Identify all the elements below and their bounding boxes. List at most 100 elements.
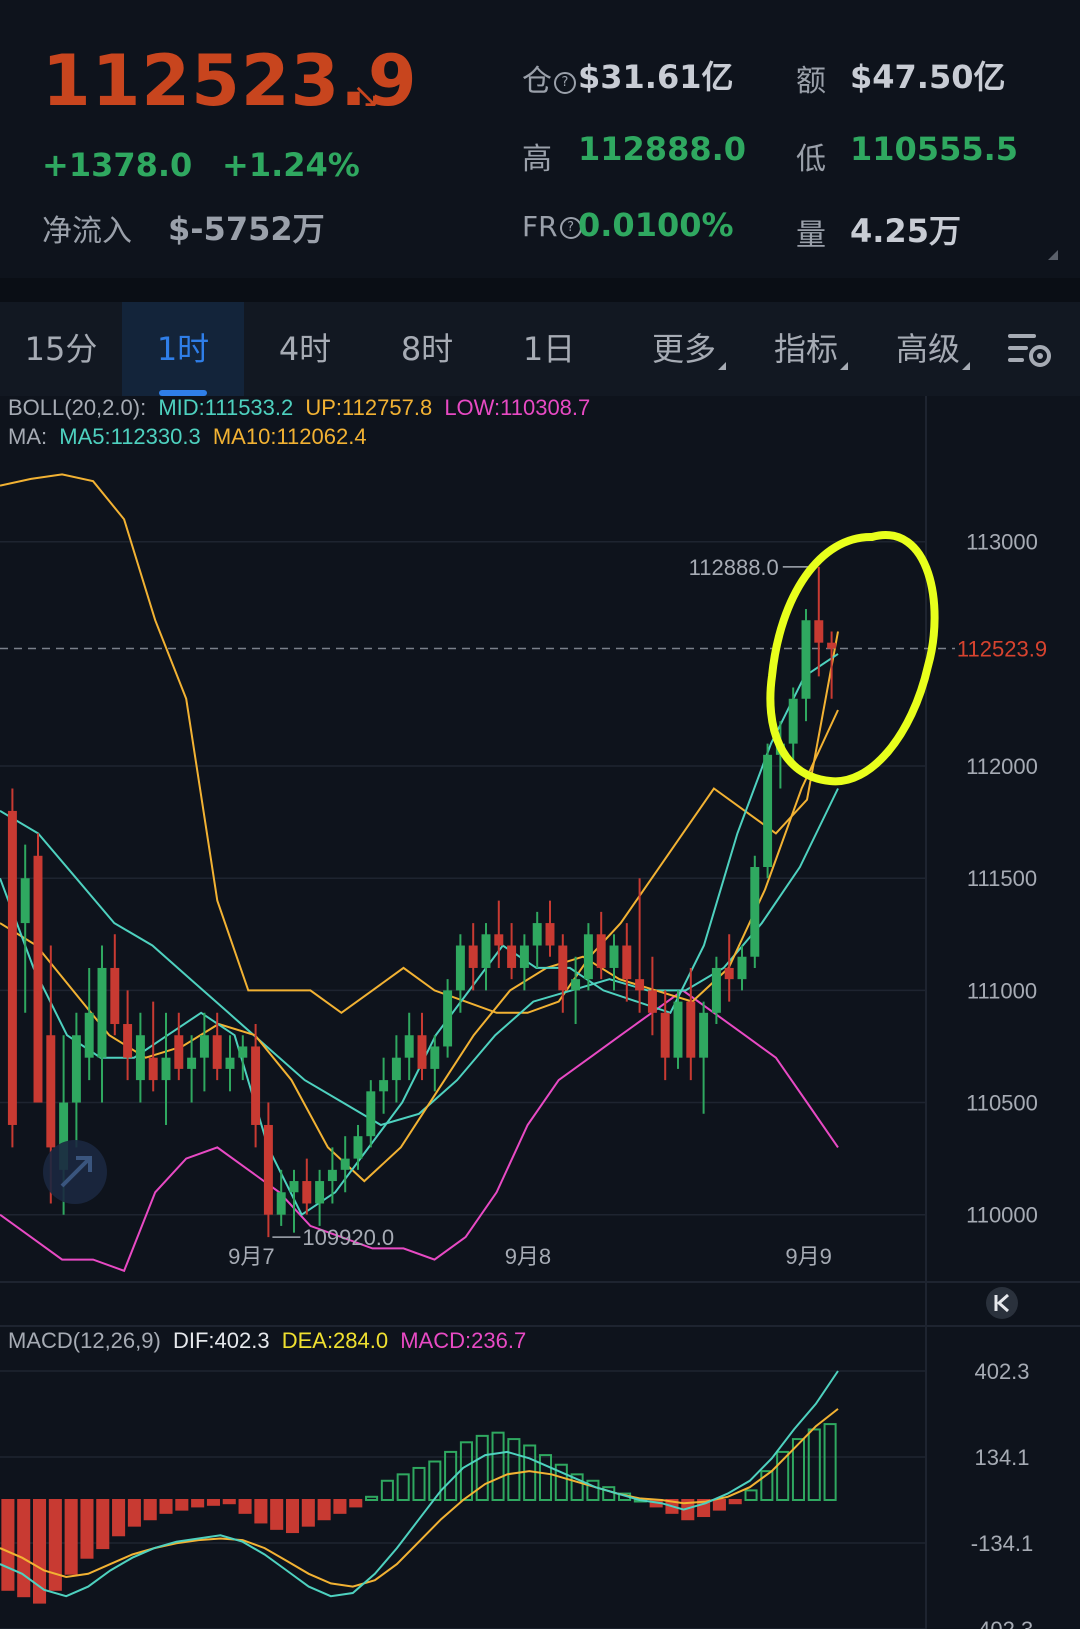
- tab-advanced[interactable]: 高级: [872, 302, 994, 396]
- current-price-tag: 112523.9: [957, 637, 1047, 662]
- highlight-circle: [766, 531, 939, 786]
- ma5-value: MA5:112330.3: [59, 424, 200, 449]
- macd-bar: [127, 1499, 141, 1527]
- boll-low: LOW:110308.7: [444, 396, 590, 420]
- candle-body: [20, 878, 30, 924]
- candle-body: [455, 945, 465, 991]
- candle-body: [110, 967, 120, 1025]
- candle-body: [391, 1057, 401, 1081]
- candle-body: [750, 867, 760, 957]
- candle-body: [711, 967, 721, 1013]
- net-inflow-label: 净流入: [42, 214, 132, 249]
- price-axis: 113000 112000 111500 111000 110500 110000: [966, 530, 1038, 1228]
- macd-bar: [270, 1499, 284, 1530]
- candle-body: [724, 967, 734, 980]
- candle-body: [827, 642, 837, 649]
- candle-body: [84, 1012, 94, 1058]
- scroll-to-latest-button[interactable]: [986, 1287, 1018, 1319]
- macd-bar: [285, 1499, 300, 1534]
- help-icon[interactable]: ?: [554, 71, 576, 94]
- macd-bar: [191, 1499, 205, 1508]
- tab-8h[interactable]: 8时: [400, 330, 454, 368]
- macd-bar: [143, 1499, 157, 1521]
- tab-1d[interactable]: 1日: [522, 330, 576, 368]
- macd-value: MACD:236.7: [400, 1328, 526, 1353]
- candle-body: [814, 620, 824, 643]
- macd-bar: [17, 1499, 31, 1598]
- candle-body: [622, 945, 632, 980]
- tab-indicators[interactable]: 指标: [750, 302, 872, 396]
- candle-body: [545, 923, 555, 946]
- price-tick-label: 112000: [966, 754, 1038, 779]
- interval-tab-bar: 15分 1时 4时 8时 1日 更多 指标 高级: [0, 302, 1080, 396]
- active-tab-indicator: [159, 390, 207, 396]
- candle-body: [532, 923, 542, 946]
- price-tick-label: 113000: [966, 530, 1038, 555]
- boll-params: BOLL(20,2.0):: [8, 396, 146, 420]
- macd-bar: [365, 1495, 379, 1502]
- macd-bar: [412, 1466, 426, 1501]
- low-label: 低: [796, 142, 826, 177]
- chart-settings-icon[interactable]: [1006, 330, 1052, 370]
- funding-rate-label[interactable]: FR?: [522, 210, 584, 243]
- candle-body: [468, 945, 478, 968]
- macd-bar: [459, 1441, 473, 1501]
- candle-body: [647, 990, 657, 1013]
- macd-bar: [175, 1499, 189, 1511]
- help-icon[interactable]: ?: [559, 217, 582, 239]
- candle-body: [583, 934, 593, 980]
- macd-legend: MACD(12,26,9) DIF:402.3 DEA:284.0 MACD:2…: [8, 1328, 526, 1353]
- time-tick-label: 9月8: [505, 1244, 551, 1269]
- boll-up: UP:112757.8: [305, 396, 432, 420]
- macd-bar: [712, 1499, 726, 1511]
- candle-body: [699, 1012, 709, 1058]
- low-annotation: 109920.0: [302, 1225, 394, 1250]
- candle-body: [379, 1080, 389, 1092]
- macd-bar: [254, 1499, 268, 1524]
- macd-bar: [380, 1479, 394, 1501]
- candle-body: [7, 810, 17, 1125]
- kline-chart[interactable]: BOLL(20,2.0): MID:111533.2 UP:112757.8 L…: [0, 396, 1080, 1629]
- time-tick-label: 9月9: [785, 1244, 831, 1269]
- dea-line: [0, 1408, 839, 1588]
- candle-body: [46, 1035, 56, 1148]
- candle-body: [801, 620, 811, 699]
- volume-label: 量: [796, 218, 826, 253]
- share-button[interactable]: [43, 1140, 107, 1204]
- macd-bar: [112, 1499, 126, 1537]
- expand-corner-icon[interactable]: [1048, 250, 1058, 260]
- price-tick-label: 110500: [966, 1091, 1038, 1116]
- macd-bar: [222, 1499, 236, 1505]
- time-axis: 9月7 9月8 9月9: [228, 1244, 832, 1269]
- tab-more[interactable]: 更多: [628, 302, 750, 396]
- macd-bar: [64, 1499, 78, 1575]
- high-value: 112888.0: [578, 130, 747, 168]
- open-interest-label[interactable]: 仓?: [522, 56, 578, 100]
- header-divider: [0, 278, 1080, 302]
- candle-body: [212, 1035, 222, 1069]
- candle-body: [737, 956, 747, 980]
- tab-4h[interactable]: 4时: [278, 330, 332, 368]
- price-tick-label: 111000: [967, 978, 1037, 1003]
- macd-bar: [554, 1463, 568, 1501]
- market-header: 112523.9 ↘ +1378.0 +1.24% 净流入 $-5752万 仓?…: [0, 0, 1080, 278]
- candle-body: [251, 1046, 261, 1125]
- price-down-arrow-icon: ↘: [352, 76, 381, 116]
- tab-15m[interactable]: 15分: [24, 330, 98, 368]
- macd-bar: [317, 1499, 331, 1521]
- macd-bar: [697, 1499, 711, 1518]
- macd-bar: [80, 1499, 94, 1559]
- change-percent: +1.24%: [222, 146, 360, 184]
- open-interest-value: $31.61亿: [578, 58, 734, 96]
- boll-mid: MID:111533.2: [158, 396, 293, 420]
- volume-value: 4.25万: [850, 212, 961, 250]
- tab-1h[interactable]: 1时: [122, 302, 244, 396]
- high-label: 高: [522, 142, 552, 177]
- candle-body: [481, 934, 491, 968]
- candle-body: [238, 1046, 248, 1058]
- macd-bar: [760, 1470, 774, 1502]
- candle-body: [199, 1035, 209, 1058]
- candle-body: [315, 1181, 325, 1204]
- scroll-latest-bg[interactable]: [986, 1287, 1018, 1319]
- candle-body: [289, 1181, 299, 1193]
